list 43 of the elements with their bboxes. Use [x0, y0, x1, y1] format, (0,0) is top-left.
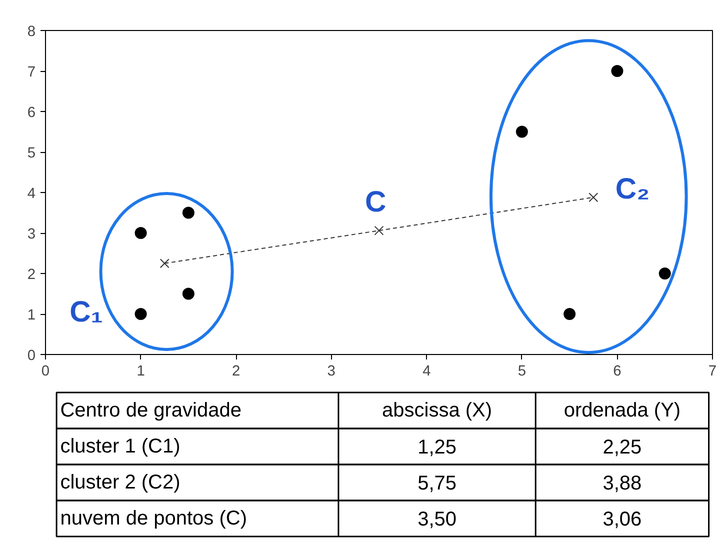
- point: [658, 268, 671, 280]
- point: [588, 192, 598, 202]
- text: 3,88: [602, 472, 642, 494]
- y-tick-label: 6: [27, 105, 36, 121]
- y-tick-label: 8: [27, 24, 36, 40]
- text: cluster 2 (C2): [60, 472, 180, 494]
- x-tick-label: 1: [136, 364, 145, 380]
- y-tick-label: 5: [27, 146, 36, 162]
- y-tick-label: 0: [27, 348, 36, 364]
- y-tick-label: 4: [27, 186, 36, 202]
- x-tick-label: 2: [232, 364, 240, 380]
- point: [134, 227, 147, 239]
- y-tick-label: 7: [27, 64, 36, 80]
- point: [516, 126, 528, 138]
- text: 1,25: [418, 436, 457, 458]
- text: ordenada (Y): [564, 400, 681, 422]
- y-tick-label: 1: [27, 308, 36, 324]
- y-tick-label: 2: [27, 267, 36, 283]
- x-tick-label: 7: [708, 364, 717, 380]
- y-tick-label: 3: [27, 226, 36, 242]
- text: nuvem de pontos (C): [60, 508, 248, 530]
- text: 3,06: [602, 508, 642, 530]
- x-tick-label: 6: [613, 364, 622, 380]
- point: [374, 226, 384, 236]
- text: 3,50: [418, 508, 457, 530]
- point: [564, 308, 576, 320]
- annotation: C: [365, 186, 386, 219]
- x-tick-label: 5: [518, 364, 526, 380]
- text: cluster 1 (C1): [60, 436, 180, 458]
- annotation: C₁: [70, 295, 103, 328]
- point: [611, 65, 624, 77]
- text: Centro de gravidade: [60, 400, 242, 422]
- x-tick-label: 4: [422, 364, 431, 380]
- point: [182, 206, 194, 219]
- text: 2,25: [602, 436, 642, 458]
- point: [182, 288, 194, 300]
- x-tick-label: 3: [327, 364, 336, 380]
- x-tick-label: 0: [41, 364, 50, 380]
- text: 5,75: [418, 472, 457, 494]
- point: [134, 308, 147, 320]
- text: abscissa (X): [382, 400, 492, 422]
- annotation: C₂: [615, 172, 650, 206]
- point: [160, 258, 170, 268]
